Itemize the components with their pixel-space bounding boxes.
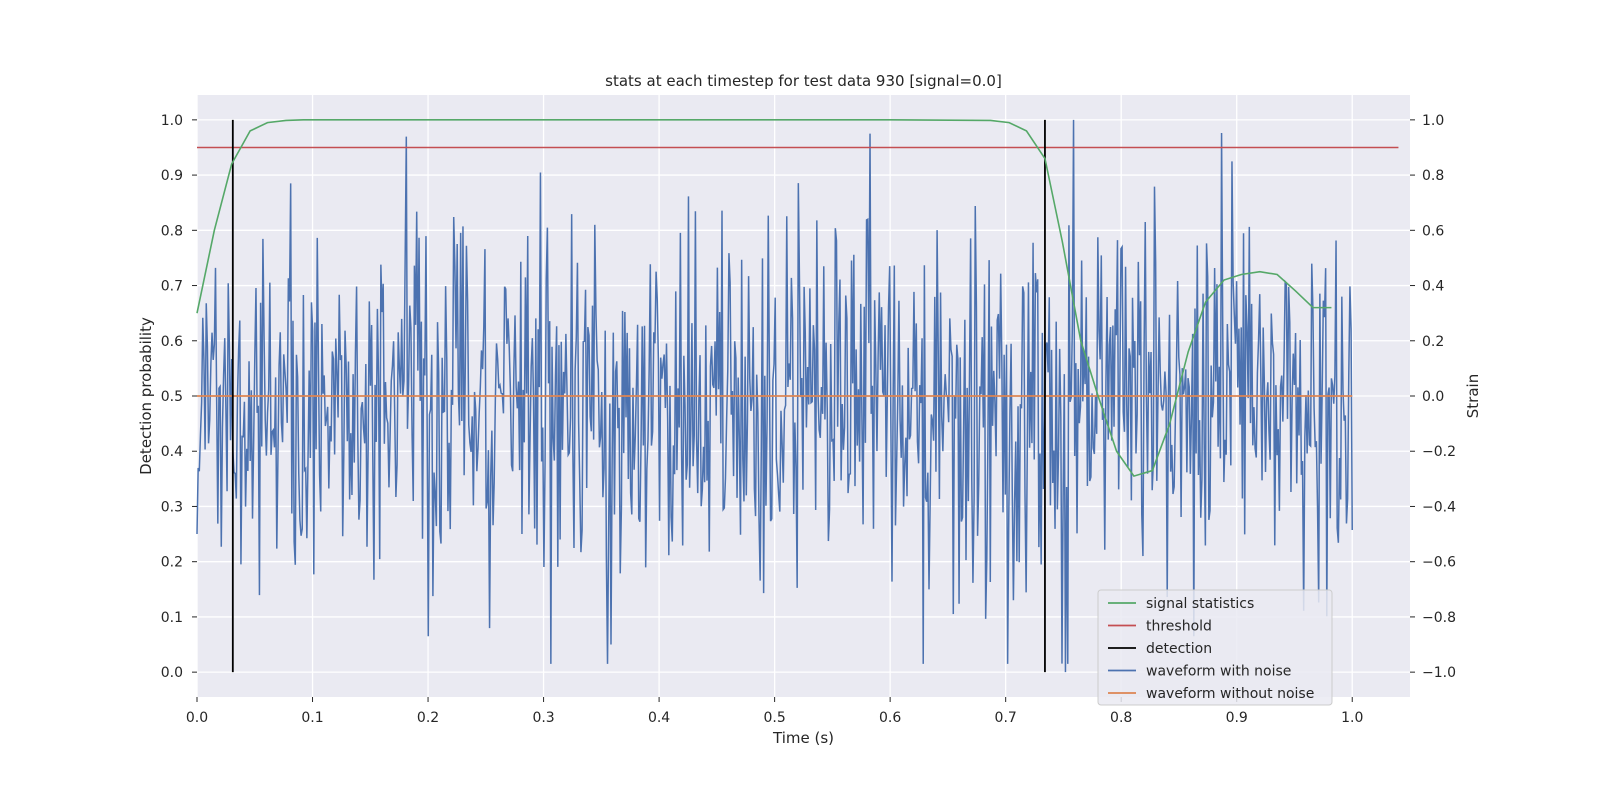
y2-tick-label: 0.8 xyxy=(1422,168,1444,184)
y2-tick-label: −0.6 xyxy=(1422,555,1456,571)
x-tick-label: 0.1 xyxy=(301,710,323,726)
y-tick-label: 0.1 xyxy=(161,610,183,626)
y2-tick-label: −0.8 xyxy=(1422,610,1456,626)
x-tick-label: 0.9 xyxy=(1226,710,1248,726)
y-tick-label: 0.7 xyxy=(161,279,183,295)
x-tick-label: 0.8 xyxy=(1110,710,1132,726)
y2-axis-label: Strain xyxy=(1464,374,1482,418)
legend-box xyxy=(1097,589,1333,706)
y2-tick-label: −1.0 xyxy=(1422,665,1456,681)
y2-tick-label: 0.4 xyxy=(1422,279,1444,295)
series-waveform-with-noise xyxy=(196,119,1353,673)
x-tick-label: 1.0 xyxy=(1341,710,1363,726)
y-tick-label: 0.9 xyxy=(161,168,183,184)
x-tick-label: 0.3 xyxy=(532,710,554,726)
series-signal-statistics xyxy=(196,119,1332,478)
y-tick-label: 0.4 xyxy=(161,444,183,460)
y2-tick-label: 0.2 xyxy=(1422,334,1444,350)
x-tick-label: 0.0 xyxy=(186,710,208,726)
legend-label: detection xyxy=(1146,641,1212,657)
x-axis-label: Time (s) xyxy=(772,729,834,747)
legend-label: threshold xyxy=(1146,619,1212,635)
x-tick-label: 0.4 xyxy=(648,710,670,726)
y-tick-label: 0.2 xyxy=(161,555,183,571)
legend-label: waveform with noise xyxy=(1146,664,1291,680)
y-tick-label: 0.6 xyxy=(161,334,183,350)
x-tick-label: 0.7 xyxy=(995,710,1017,726)
legend-label: waveform without noise xyxy=(1146,686,1314,702)
y2-tick-label: −0.4 xyxy=(1422,499,1456,515)
legend-label: signal statistics xyxy=(1146,596,1254,612)
y-tick-label: 1.0 xyxy=(161,113,183,129)
x-tick-label: 0.5 xyxy=(763,710,785,726)
x-tick-label: 0.2 xyxy=(417,710,439,726)
y2-tick-label: 0.0 xyxy=(1422,389,1444,405)
y-tick-label: 0.5 xyxy=(161,389,183,405)
x-tick-label: 0.6 xyxy=(879,710,901,726)
y2-tick-label: −0.2 xyxy=(1422,444,1456,460)
y-axis-label: Detection probability xyxy=(137,317,155,475)
y2-tick-label: 0.6 xyxy=(1422,223,1444,239)
y-tick-label: 0.0 xyxy=(161,665,183,681)
y2-tick-label: 1.0 xyxy=(1422,113,1444,129)
y-tick-label: 0.8 xyxy=(161,223,183,239)
chart-title: stats at each timestep for test data 930… xyxy=(605,72,1002,90)
y-tick-label: 0.3 xyxy=(161,499,183,515)
